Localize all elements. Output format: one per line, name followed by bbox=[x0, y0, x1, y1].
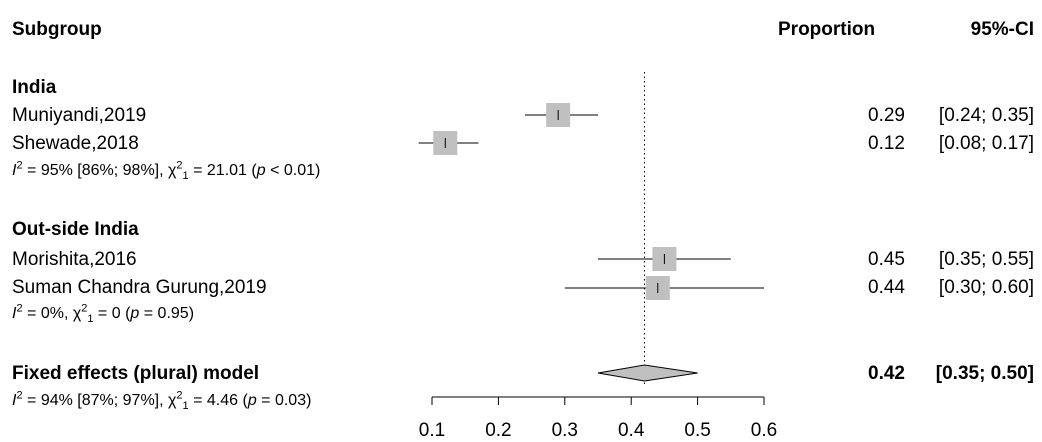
overall-model-label: Fixed effects (plural) model bbox=[12, 363, 260, 384]
x-tick-label: 0.5 bbox=[684, 420, 710, 441]
heterogeneity-outside-india: I2 = 0%, χ21 = 0 (p = 0.95) bbox=[12, 302, 195, 326]
study-estimate: 0.12 bbox=[868, 133, 905, 154]
study-estimate: 0.29 bbox=[868, 105, 905, 126]
header-ci: 95%-CI bbox=[970, 19, 1034, 40]
x-tick-label: 0.1 bbox=[419, 420, 445, 441]
group-title-india: India bbox=[12, 77, 57, 98]
group-title-outside-india: Out-side India bbox=[12, 219, 139, 240]
study-ci: [0.24; 0.35] bbox=[938, 105, 1034, 126]
study-label: Shewade,2018 bbox=[12, 133, 139, 154]
study-estimate: 0.45 bbox=[868, 249, 905, 270]
pooled-diamond bbox=[597, 364, 698, 382]
study-ci: [0.08; 0.17] bbox=[938, 133, 1034, 154]
study-label: Muniyandi,2019 bbox=[12, 105, 147, 126]
study-estimate: 0.44 bbox=[868, 277, 905, 298]
study-ci: [0.35; 0.55] bbox=[938, 249, 1034, 270]
header-subgroup: Subgroup bbox=[12, 19, 102, 40]
heterogeneity-india: I2 = 95% [86%; 98%], χ21 = 21.01 (p < 0.… bbox=[12, 159, 321, 183]
x-tick-label: 0.2 bbox=[485, 420, 511, 441]
header-proportion: Proportion bbox=[778, 19, 876, 40]
study-label: Suman Chandra Gurung,2019 bbox=[12, 277, 267, 298]
heterogeneity-overall: I2 = 94% [87%; 97%], χ21 = 4.46 (p = 0.0… bbox=[12, 389, 312, 413]
study-label: Morishita,2016 bbox=[12, 249, 137, 270]
study-ci: [0.30; 0.60] bbox=[938, 277, 1034, 298]
x-tick-label: 0.3 bbox=[552, 420, 578, 441]
x-tick-label: 0.4 bbox=[618, 420, 645, 441]
pooled-ci: [0.35; 0.50] bbox=[935, 363, 1034, 384]
x-tick-label: 0.6 bbox=[751, 420, 777, 441]
pooled-estimate: 0.42 bbox=[868, 363, 905, 384]
